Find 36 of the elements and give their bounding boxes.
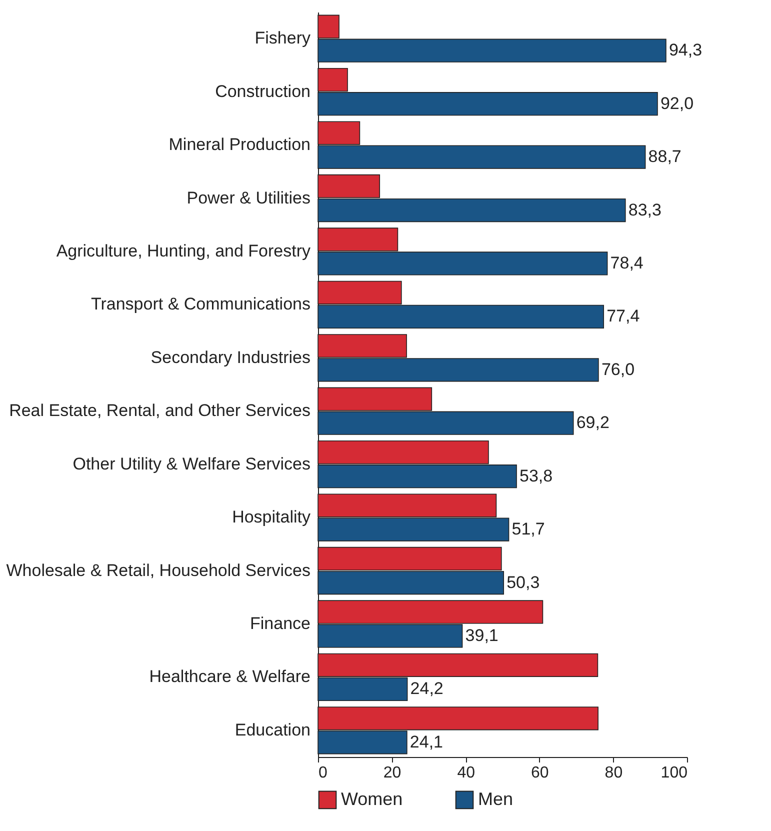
y-tick-label: Mineral Production xyxy=(168,135,310,154)
data-label: 50,3 xyxy=(506,572,540,592)
y-tick-label: Secondary Industries xyxy=(150,348,310,367)
data-label: 39,1 xyxy=(465,626,498,645)
y-tick-label: Hospitality xyxy=(232,508,311,527)
y-tick-label: Agriculture, Hunting, and Forestry xyxy=(56,241,311,260)
y-tick-label: Construction xyxy=(215,82,310,101)
data-label: 94,3 xyxy=(668,40,702,60)
x-tick-label: 20 xyxy=(383,764,402,782)
data-label: 92,0 xyxy=(660,94,694,113)
data-label: 53,8 xyxy=(520,466,553,486)
x-tick-label: 100 xyxy=(660,764,688,782)
y-tick-label: Education xyxy=(234,720,310,740)
data-label: 88,7 xyxy=(648,147,682,166)
data-label: 69,2 xyxy=(576,413,610,432)
y-tick-label: Healthcare & Welfare xyxy=(149,667,310,686)
data-label: 76,0 xyxy=(601,360,635,379)
y-tick-label: Finance xyxy=(250,614,310,633)
data-label: 24,2 xyxy=(410,679,444,698)
x-tick-label: 40 xyxy=(457,764,476,782)
legend-label: Men xyxy=(478,788,514,809)
legend-label: Women xyxy=(341,788,403,809)
y-tick-label: Transport & Communications xyxy=(90,294,310,314)
data-label: 83,3 xyxy=(628,200,662,220)
x-tick-label: 80 xyxy=(604,764,623,782)
y-tick-label: Other Utility & Welfare Services xyxy=(72,454,310,474)
x-tick-label: 60 xyxy=(531,764,549,782)
y-tick-label: Power & Utilities xyxy=(186,188,310,208)
data-label: 77,4 xyxy=(606,306,640,326)
data-label: 24,1 xyxy=(410,732,444,752)
y-tick-label: Wholesale & Retail, Household Services xyxy=(6,560,310,580)
y-tick-label: Fishery xyxy=(254,28,311,48)
data-label: 78,4 xyxy=(610,253,644,272)
y-tick-label: Real Estate, Rental, and Other Services xyxy=(9,401,310,420)
data-label: 51,7 xyxy=(512,520,545,539)
x-tick-label: 0 xyxy=(318,764,328,782)
